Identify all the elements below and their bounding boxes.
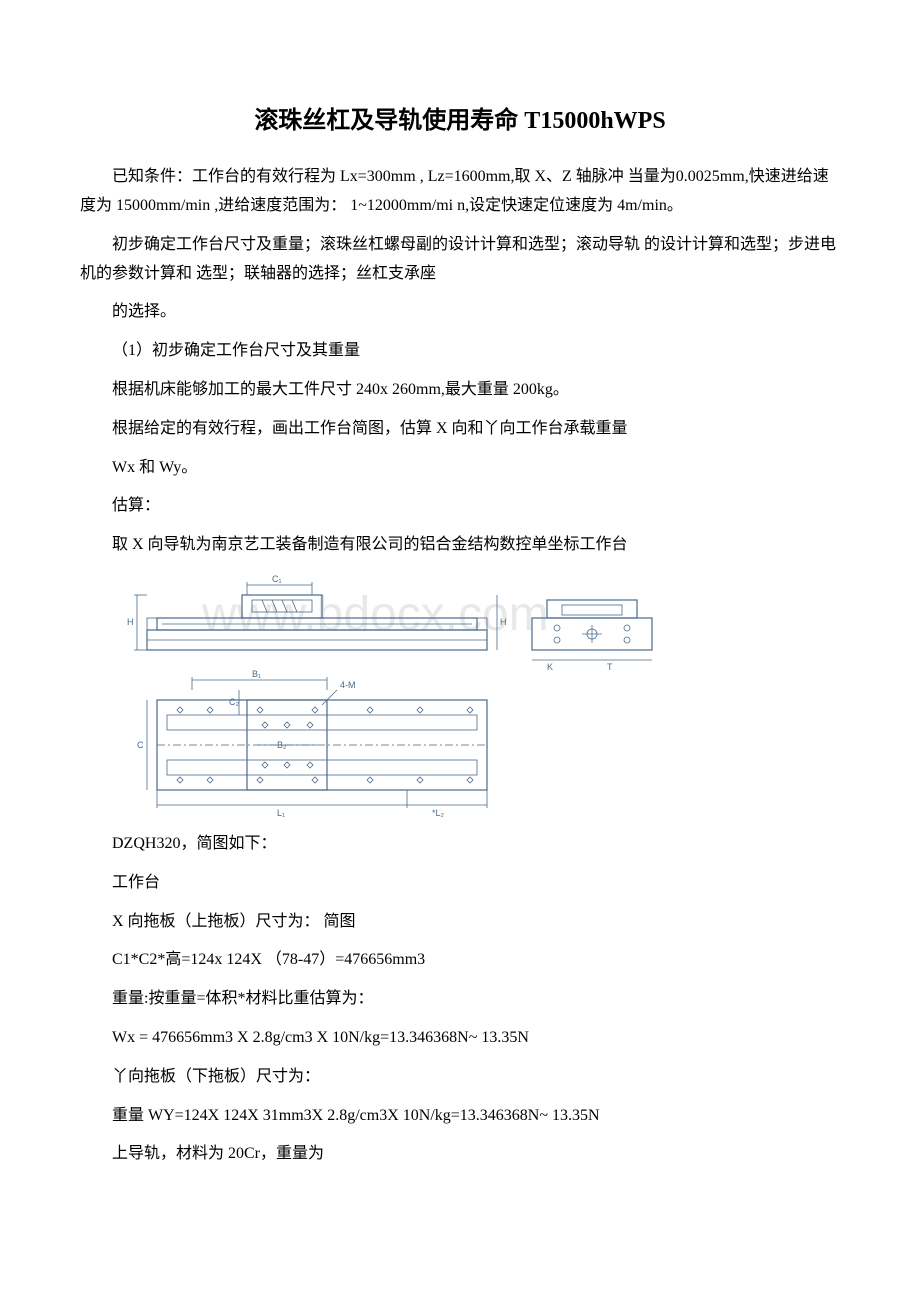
svg-text:K: K bbox=[547, 662, 553, 672]
paragraph-4: （1）初步确定工作台尺寸及其重量 bbox=[80, 337, 840, 366]
paragraph-9: 取 X 向导轨为南京艺工装备制造有限公司的铝合金结构数控单坐标工作台 bbox=[80, 531, 840, 560]
svg-text:T: T bbox=[607, 662, 613, 672]
svg-text:C: C bbox=[137, 740, 144, 750]
paragraph-17: 重量 WY=124X 124X 31mm3X 2.8g/cm3X 10N/kg=… bbox=[80, 1102, 840, 1131]
svg-text:H: H bbox=[500, 617, 507, 627]
paragraph-12: X 向拖板（上拖板）尺寸为： 简图 bbox=[80, 908, 840, 937]
svg-text:C₁: C₁ bbox=[272, 574, 282, 584]
svg-text:C₂: C₂ bbox=[229, 697, 239, 707]
page-title: 滚珠丝杠及导轨使用寿命 T15000hWPS bbox=[80, 100, 840, 143]
paragraph-5: 根据机床能够加工的最大工件尺寸 240x 260mm,最大重量 200kg。 bbox=[80, 376, 840, 405]
paragraph-6: 根据给定的有效行程，画出工作台简图，估算 X 向和丫向工作台承载重量 bbox=[80, 415, 840, 444]
svg-text:H: H bbox=[127, 617, 134, 627]
svg-text:4-M: 4-M bbox=[340, 680, 356, 690]
svg-text:*L₂: *L₂ bbox=[432, 808, 445, 818]
diagram-end-view: K T bbox=[532, 600, 652, 672]
svg-text:L₁: L₁ bbox=[277, 808, 285, 818]
paragraph-3: 的选择。 bbox=[80, 298, 840, 327]
diagram-plan-view: B₁ 4-M C₂ C B₂ bbox=[137, 669, 487, 818]
paragraph-18: 上导轨，材料为 20Cr，重量为 bbox=[80, 1140, 840, 1169]
paragraph-10: DZQH320，简图如下： bbox=[80, 830, 840, 859]
paragraph-16: 丫向拖板（下拖板）尺寸为： bbox=[80, 1063, 840, 1092]
svg-text:B₁: B₁ bbox=[252, 669, 261, 679]
paragraph-13: C1*C2*高=124x 124X （78-47）=476656mm3 bbox=[80, 946, 840, 975]
paragraph-8: 估算： bbox=[80, 492, 840, 521]
technical-diagram: www.bdocx.com C₁ H bbox=[112, 570, 672, 820]
paragraph-2: 初步确定工作台尺寸及重量；滚珠丝杠螺母副的设计计算和选型；滚动导轨 的设计计算和… bbox=[80, 231, 840, 289]
paragraph-7: Wx 和 Wy。 bbox=[80, 454, 840, 483]
paragraph-14: 重量:按重量=体积*材料比重估算为： bbox=[80, 985, 840, 1014]
paragraph-1: 已知条件：工作台的有效行程为 Lx=300mm , Lz=1600mm,取 X、… bbox=[80, 163, 840, 221]
paragraph-15: Wx = 476656mm3 X 2.8g/cm3 X 10N/kg=13.34… bbox=[80, 1024, 840, 1053]
paragraph-11: 工作台 bbox=[80, 869, 840, 898]
